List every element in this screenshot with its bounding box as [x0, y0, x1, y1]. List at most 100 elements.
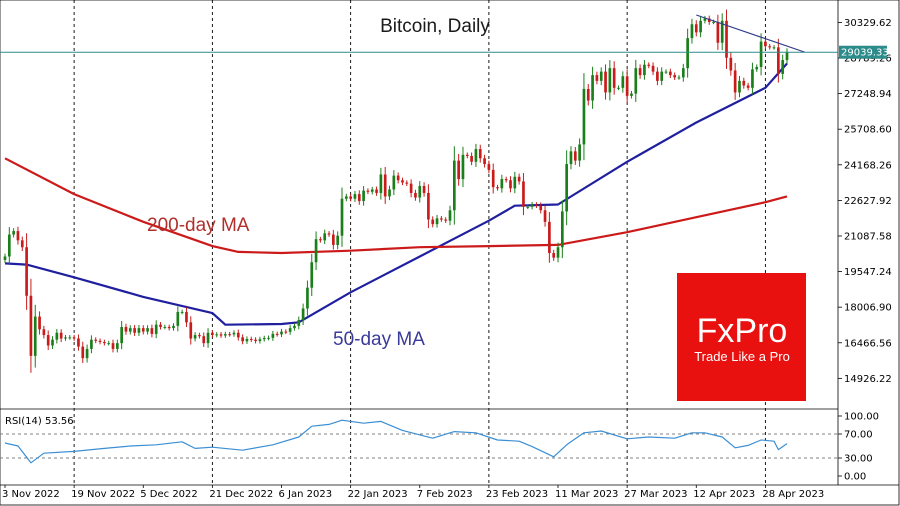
ma-200-label: 200-day MA	[147, 215, 250, 236]
candle-body	[785, 52, 789, 61]
price-tick-label: 21087.58	[844, 231, 892, 242]
candle	[660, 67, 664, 86]
candle	[219, 332, 223, 338]
candle	[496, 184, 499, 191]
candle-body	[137, 328, 141, 333]
candle-body	[560, 211, 564, 248]
candle-body	[327, 233, 331, 235]
candle-body	[578, 144, 581, 161]
candle	[267, 335, 270, 341]
candle	[275, 331, 279, 337]
candle-body	[686, 38, 689, 69]
candle	[690, 18, 694, 44]
candle-body	[172, 325, 175, 329]
candle-body	[483, 158, 486, 165]
candle-body	[267, 337, 270, 339]
candle	[154, 320, 158, 339]
candle-body	[288, 328, 292, 332]
candle-body	[444, 219, 448, 221]
candle	[530, 201, 534, 210]
candle	[681, 63, 685, 82]
moving-averages	[4, 62, 788, 326]
candle	[215, 332, 219, 338]
candle	[465, 152, 469, 159]
candle	[90, 335, 93, 354]
candle-body	[414, 192, 417, 198]
time-tick-label: 7 Feb 2023	[417, 489, 473, 500]
candle-body	[198, 335, 201, 337]
candle-body	[522, 181, 525, 207]
candle-body	[211, 332, 214, 336]
candle	[163, 324, 167, 330]
candle	[548, 212, 551, 263]
candle-body	[59, 332, 63, 339]
candle	[51, 336, 54, 349]
candle	[375, 186, 378, 196]
candle	[643, 60, 646, 80]
candle-body	[604, 71, 607, 93]
candle	[288, 325, 292, 335]
candle-body	[280, 331, 283, 335]
candle	[444, 217, 448, 223]
candle-body	[254, 339, 257, 342]
candle	[777, 38, 780, 83]
candle	[738, 75, 741, 98]
candle	[513, 171, 517, 194]
candle-body	[319, 239, 322, 241]
candle-body	[111, 343, 115, 349]
candle-body	[133, 328, 136, 333]
candle	[383, 166, 387, 204]
candle	[189, 316, 193, 345]
candlesticks	[3, 9, 789, 373]
candle	[392, 170, 396, 195]
candle-body	[202, 336, 206, 344]
candle	[224, 331, 227, 338]
candle-body	[733, 70, 737, 93]
candle-body	[20, 240, 24, 248]
candle	[751, 62, 754, 95]
time-tick-label: 6 Jan 2023	[279, 489, 333, 500]
current-price-tag-bg	[839, 45, 887, 59]
candle-body	[245, 338, 249, 342]
candle	[625, 69, 629, 103]
candle	[120, 320, 123, 350]
candle	[440, 216, 443, 222]
candle	[206, 328, 210, 348]
candle-body	[81, 346, 85, 359]
candle-body	[751, 69, 754, 88]
candle-body	[224, 334, 227, 336]
candle-body	[720, 20, 724, 43]
candle-body	[293, 325, 296, 329]
chart-title: Bitcoin, Daily	[380, 16, 490, 37]
candle-body	[306, 287, 309, 309]
candle-body	[29, 295, 33, 356]
candle-body	[3, 256, 7, 260]
rsi-panel: 100.00 70.00 30.00 0.00	[0, 412, 879, 483]
candle	[193, 332, 197, 342]
candle	[746, 82, 750, 91]
candle-body	[707, 18, 711, 22]
candle-body	[742, 80, 746, 86]
candle-body	[496, 187, 499, 189]
candle	[38, 311, 41, 335]
candle	[55, 328, 59, 344]
candle	[103, 339, 106, 346]
candle	[716, 14, 720, 50]
candle-body	[478, 149, 482, 159]
rsi-tick-label: 70.00	[844, 430, 873, 441]
candle-body	[738, 80, 741, 93]
time-tick-label: 3 Nov 2022	[2, 489, 60, 500]
candle-body	[25, 247, 28, 296]
candle-body	[366, 190, 370, 192]
candle	[431, 216, 435, 228]
candle-body	[103, 341, 106, 344]
candle-body	[349, 196, 352, 199]
candle-body	[51, 339, 54, 346]
candle	[539, 202, 543, 214]
candle-body	[573, 151, 577, 161]
candle-body	[440, 218, 443, 220]
candle-body	[487, 164, 491, 170]
time-tick-label: 5 Dec 2022	[140, 489, 198, 500]
candle	[483, 154, 486, 168]
candle-body	[115, 343, 119, 349]
